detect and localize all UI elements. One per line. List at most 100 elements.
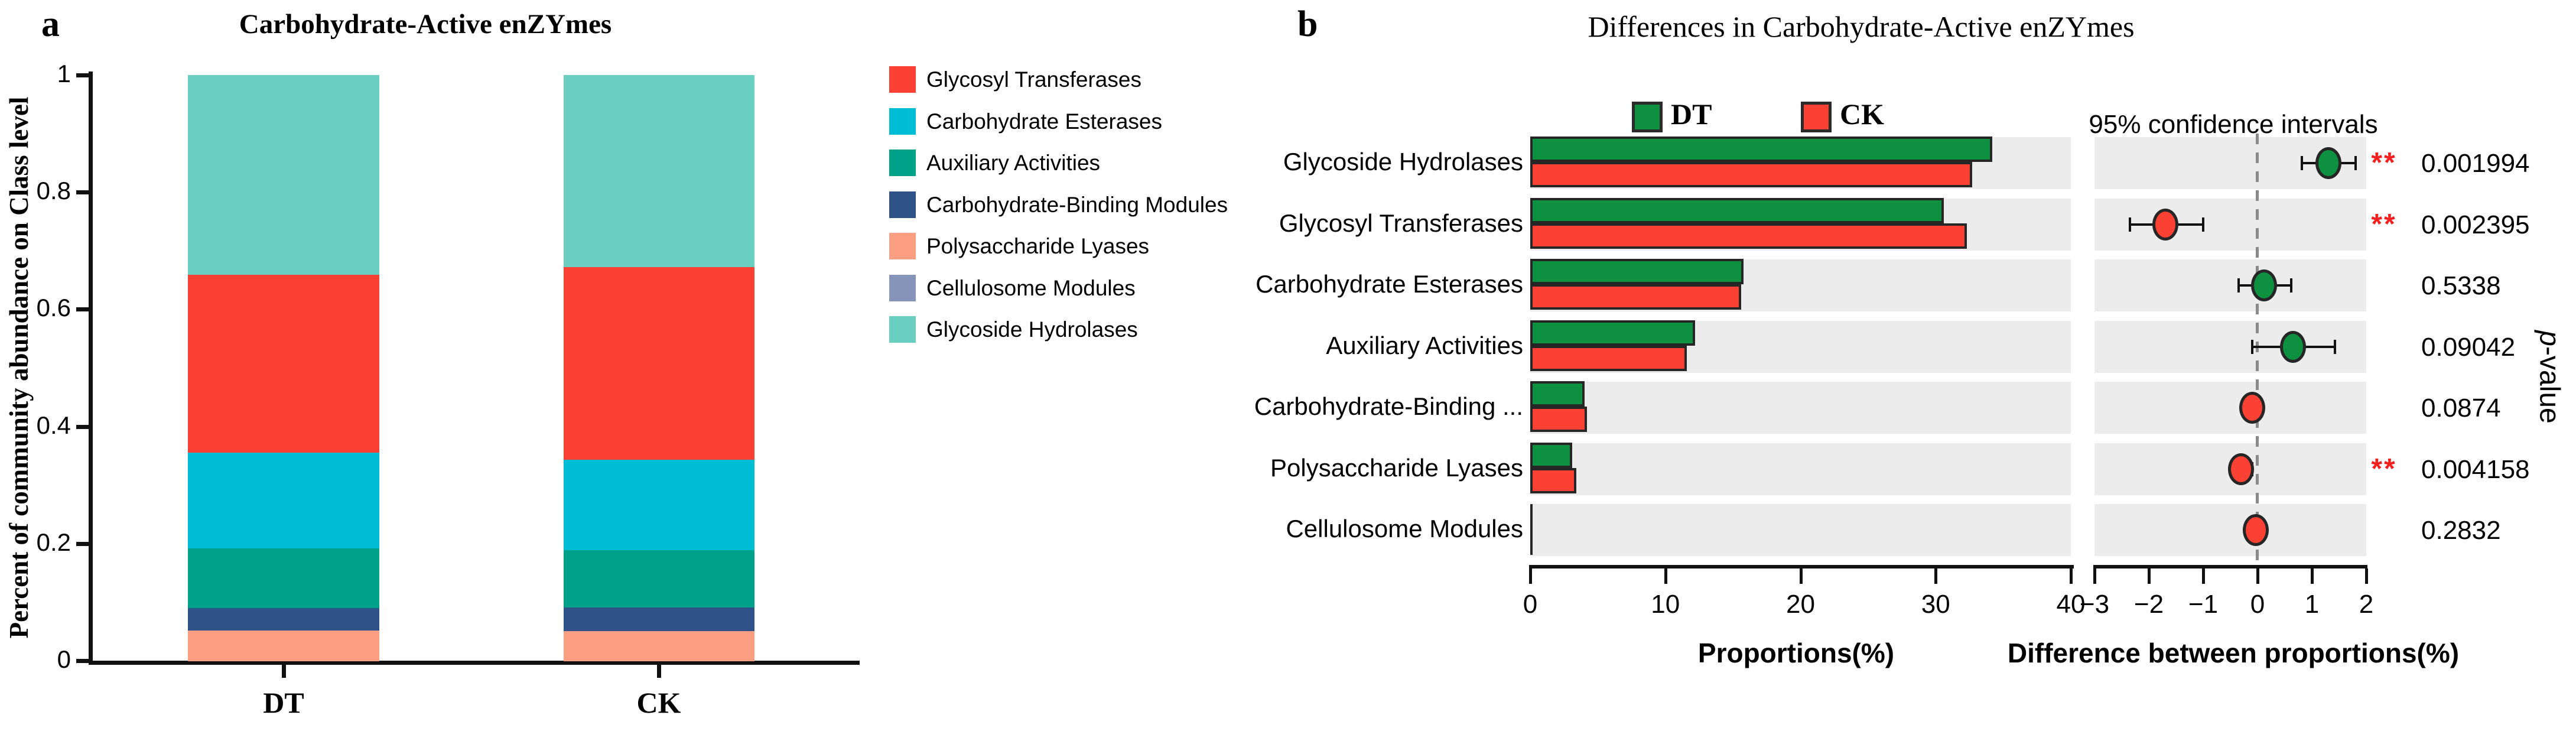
prop-axis-tick	[1529, 568, 1532, 584]
p-value: 0.001994	[2421, 149, 2530, 178]
category-label: Polysaccharide Lyases	[1270, 453, 1523, 482]
dt-proportion-bar	[1530, 197, 1944, 223]
diff-axis-tick	[2148, 568, 2151, 584]
legend-swatch	[1801, 102, 1832, 132]
ck-proportion-bar	[1530, 467, 1576, 493]
stack-segment	[563, 75, 754, 268]
prop-tick-label: 40	[2056, 590, 2086, 619]
ck-proportion-bar	[1530, 284, 1741, 310]
ck-proportion-bar	[1530, 407, 1588, 432]
stack-segment	[188, 75, 379, 275]
prop-axis-tick	[1799, 568, 1803, 584]
legend-swatch	[889, 233, 916, 259]
x-category-label: DT	[263, 686, 304, 719]
category-label: Glycosyl Transferases	[1279, 209, 1523, 237]
significance-stars: **	[2371, 208, 2397, 240]
x-tick	[657, 665, 661, 678]
y-tick-label: 0.4	[36, 411, 71, 439]
y-tick-label: 1	[57, 60, 71, 87]
p-value-axis-label: p-value	[2533, 330, 2566, 423]
p-value: 0.0874	[2421, 394, 2501, 423]
p-value-label-rest: -value	[2533, 346, 2565, 424]
y-tick	[76, 73, 89, 77]
diff-tick-label: −2	[2133, 590, 2164, 619]
ci-whisker-cap	[2290, 278, 2293, 293]
y-tick	[76, 541, 89, 546]
diff-tick-label: −1	[2188, 590, 2219, 619]
legend-label: Cellulosome Modules	[926, 275, 1136, 300]
stack-segment	[188, 274, 379, 453]
difference-dot	[2152, 208, 2178, 241]
y-tick	[76, 307, 89, 312]
legend-label: CK	[1840, 98, 1884, 131]
y-tick-label: 0.2	[36, 528, 71, 556]
x-tick	[282, 665, 286, 678]
stack-segment	[563, 631, 754, 661]
stack-segment	[188, 547, 379, 608]
ci-whisker-cap	[2237, 278, 2240, 293]
ci-whisker-cap	[2202, 217, 2204, 232]
x-axis-line	[89, 661, 860, 665]
panel-b-letter: b	[1297, 4, 1318, 44]
stack-segment	[188, 452, 379, 548]
zero-dashed-line	[2256, 134, 2259, 568]
difference-dot	[2243, 514, 2269, 546]
category-label: Cellulosome Modules	[1286, 515, 1523, 542]
legend-label: Carbohydrate Esterases	[926, 109, 1162, 134]
difference-dot	[2315, 147, 2341, 179]
diff-tick-label: −3	[2079, 590, 2110, 619]
y-axis-line	[89, 72, 93, 665]
diff-axis-tick	[2093, 568, 2096, 584]
legend-swatch	[1632, 102, 1663, 132]
y-tick-label: 0.8	[36, 177, 71, 205]
p-value: 0.002395	[2421, 210, 2530, 239]
dt-proportion-bar	[1530, 504, 1533, 555]
ck-proportion-bar	[1530, 345, 1687, 371]
difference-dot	[2239, 392, 2265, 424]
diff-axis-tick	[2365, 568, 2368, 584]
diff-tick-label: 2	[2359, 590, 2374, 619]
prop-tick-label: 20	[1786, 590, 1815, 619]
dt-proportion-bar	[1530, 137, 1993, 162]
dt-proportion-bar	[1530, 320, 1696, 346]
legend-swatch	[889, 191, 916, 218]
prop-axis-tick	[1934, 568, 1938, 584]
legend-swatch	[889, 66, 916, 93]
legend-label: Glycosyl Transferases	[926, 67, 1141, 92]
stack-segment	[188, 630, 379, 661]
panel-a-letter: a	[41, 4, 60, 44]
x-category-label: CK	[636, 686, 681, 719]
legend-label: DT	[1671, 98, 1712, 131]
proportion-band	[1530, 382, 2071, 434]
y-tick	[76, 659, 89, 663]
category-label: Auxiliary Activities	[1326, 331, 1523, 359]
prop-tick-label: 30	[1921, 590, 1950, 619]
p-value: 0.2832	[2421, 516, 2501, 545]
diff-axis-tick	[2311, 568, 2314, 584]
proportion-band	[1530, 504, 2071, 556]
stack-segment	[563, 606, 754, 632]
ci-whisker-cap	[2301, 156, 2304, 170]
panel-a-title: Carbohydrate-Active enZYmes	[239, 9, 612, 40]
diff-axis-tick	[2202, 568, 2205, 584]
legend-swatch	[889, 150, 916, 176]
category-label: Carbohydrate-Binding ...	[1254, 392, 1523, 420]
p-value: 0.5338	[2421, 271, 2501, 300]
ci-whisker-cap	[2128, 217, 2131, 232]
prop-axis-line	[1529, 565, 2074, 568]
ci-whisker-cap	[2333, 339, 2336, 354]
significance-stars: **	[2371, 147, 2397, 178]
legend-swatch	[889, 316, 916, 343]
prop-axis-tick	[1664, 568, 1667, 584]
legend-label: Polysaccharide Lyases	[926, 234, 1150, 258]
p-value: 0.09042	[2421, 332, 2516, 362]
p-value: 0.004158	[2421, 454, 2530, 484]
dt-proportion-bar	[1530, 259, 1744, 284]
dt-proportion-bar	[1530, 381, 1585, 407]
y-tick-label: 0	[57, 645, 71, 673]
stack-segment	[563, 459, 754, 550]
y-tick	[76, 190, 89, 195]
prop-axis-tick	[2070, 568, 2073, 584]
difference-dot	[2228, 453, 2255, 485]
